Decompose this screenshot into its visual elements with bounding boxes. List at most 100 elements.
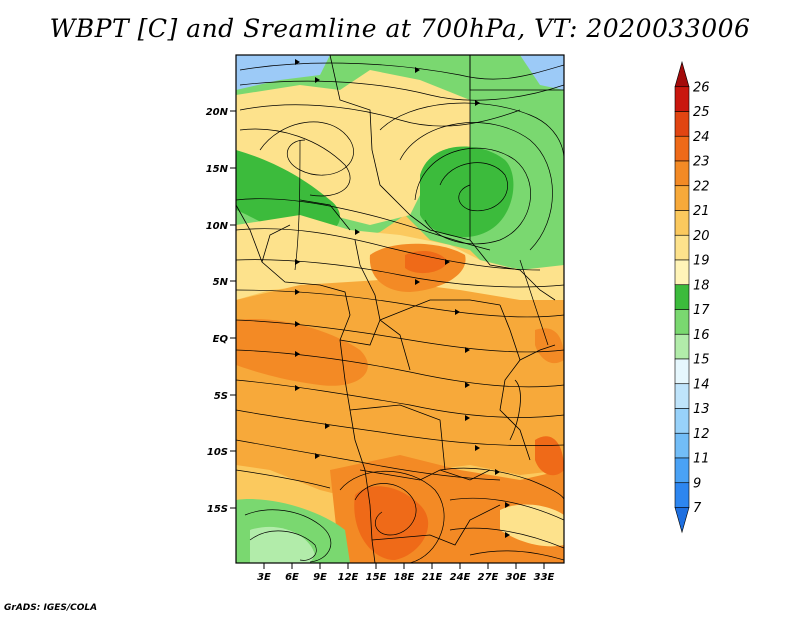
lon-label: 12E: [338, 572, 359, 583]
border-central-2: [469, 239, 556, 301]
lon-label: 24E: [450, 572, 471, 583]
colorbar-label: 21: [693, 204, 710, 219]
streamline: [236, 259, 564, 288]
border-central-4: [379, 299, 501, 321]
colorbar-label: 20: [693, 229, 710, 244]
colorbar-label: 26: [693, 80, 710, 95]
streamline-arrow: [495, 469, 500, 475]
colorbar-bin: [674, 111, 690, 137]
streamline: [449, 527, 564, 549]
streamline: [236, 198, 491, 251]
colorbar-bin: [674, 333, 690, 360]
streamline-arrow: [415, 67, 420, 73]
border-east-2: [519, 344, 556, 361]
streamline-arrow: [465, 382, 470, 388]
streamlines: [236, 62, 564, 563]
streamline-arrows: [295, 59, 510, 538]
lon-label: 6E: [285, 572, 299, 583]
colorbar-label: 19: [693, 254, 710, 269]
map-frame: [235, 54, 565, 564]
streamline: [414, 147, 531, 245]
streamline-arrow: [355, 229, 360, 235]
colorbar-label: 12: [693, 427, 710, 442]
streamline: [519, 259, 549, 346]
colorbar-bin: [674, 210, 690, 236]
streamline: [236, 469, 331, 489]
streamline-arrow: [505, 532, 510, 538]
colorbar-bin: [674, 432, 690, 459]
streamline-arrow: [295, 351, 300, 357]
latitude-axis: 20N 15N 10N 5N EQ 5S 10S 15S: [206, 107, 236, 515]
field-south-red: [354, 486, 429, 560]
colorbar-bin: [674, 482, 690, 508]
lon-label: 27E: [478, 572, 499, 583]
border-east-1: [499, 304, 531, 461]
lon-label: 3E: [257, 572, 271, 583]
streamline-arrow: [315, 77, 320, 83]
colorbar-bin: [674, 86, 690, 112]
streamline: [399, 122, 553, 251]
streamline: [249, 530, 317, 561]
field-west-green: [236, 150, 340, 236]
colorbar-label: 7: [693, 501, 702, 516]
streamline-arrow: [475, 100, 480, 106]
streamline-arrow: [445, 259, 450, 265]
colorbar-label: 13: [693, 402, 710, 417]
streamline-arrow: [325, 423, 330, 429]
colorbar-bin: [674, 309, 690, 335]
streamline: [236, 349, 564, 388]
longitude-axis: 3E 6E 9E 12E 15E 18E 21E 24E 27E 30E 33E: [257, 563, 555, 583]
streamline: [469, 550, 564, 561]
streamline: [236, 228, 541, 271]
colorbar-bin: [674, 259, 690, 286]
country-borders: [236, 55, 564, 563]
colorbar-bin: [674, 457, 690, 484]
lat-label: 5N: [213, 277, 229, 288]
lon-label: 15E: [366, 572, 387, 583]
field-west-orange-band: [236, 319, 368, 386]
lat-label: 10S: [207, 447, 228, 458]
border-central-3: [354, 239, 411, 371]
lat-label: 15S: [207, 504, 228, 515]
colorbar-bin: [674, 383, 690, 409]
lat-label: 5S: [214, 391, 228, 402]
colorbar-label: 25: [693, 105, 710, 120]
colorbar-bin: [674, 284, 690, 310]
border-central-5: [339, 319, 381, 346]
colorbar-bin: [674, 234, 690, 261]
colorbar-label: 22: [693, 179, 710, 194]
streamline: [236, 439, 501, 481]
streamline: [294, 139, 301, 271]
streamline: [244, 509, 332, 563]
colorbar-bin: [674, 358, 690, 385]
lon-label: 21E: [422, 572, 443, 583]
colorbar-max-triangle: [674, 60, 690, 88]
streamline-arrow: [465, 347, 470, 353]
streamline: [239, 80, 564, 101]
streamline-arrow: [465, 415, 470, 421]
colorbar-label: 18: [693, 278, 710, 293]
colorbar-bin: [674, 160, 690, 187]
streamline-arrow: [475, 445, 480, 451]
chart-title: WBPT [C] and Sreamline at 700hPa, VT: 20…: [49, 14, 751, 43]
streamline-arrow: [295, 321, 300, 327]
streamline-arrow: [505, 502, 510, 508]
grads-credit: GrADS: IGES/COLA: [4, 603, 98, 613]
border-south-1: [349, 404, 446, 471]
lat-label: 15N: [206, 164, 229, 175]
field-southeast-yellow: [500, 504, 564, 547]
colorbar: 26 25 24 23 22 21 20 19 18 17 16 15 14 13 12 11 9 7: [674, 60, 710, 534]
colorbar-label: 11: [693, 452, 710, 467]
lake-outline: [509, 379, 521, 441]
lon-label: 18E: [394, 572, 415, 583]
streamline: [239, 128, 351, 197]
streamline: [449, 497, 564, 521]
streamline: [439, 162, 508, 212]
colorbar-label: 17: [693, 303, 710, 318]
wbpt-field: [236, 55, 564, 563]
field-blue-ne: [520, 55, 564, 90]
streamline-arrow: [295, 289, 300, 295]
streamline-arrow: [415, 279, 420, 285]
colorbar-min-triangle: [674, 507, 690, 534]
